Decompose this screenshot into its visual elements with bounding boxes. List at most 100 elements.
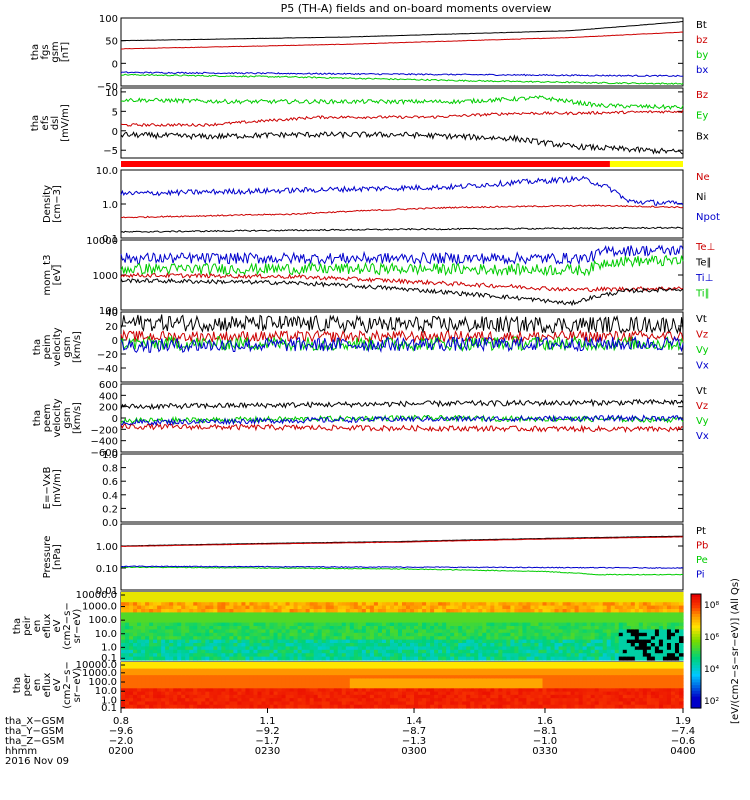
spectrogram-cell-spec_e: [281, 688, 287, 693]
spectrogram-cell-spec_e: [129, 704, 134, 709]
spectrogram-cell-spec_i: [333, 656, 339, 661]
spectrogram-cell-spec_i: [478, 639, 483, 644]
spectrogram-cell-spec_i: [462, 629, 467, 634]
spectrogram-cell-spec_i: [377, 609, 383, 613]
spectrogram-cell-spec_i: [502, 595, 507, 600]
spectrogram-cell-spec_e: [129, 665, 134, 670]
spectrogram-cell-spec_i: [450, 622, 455, 627]
spectrogram-cell-spec_i: [670, 656, 676, 661]
spectrogram-cell-spec_e: [498, 704, 503, 709]
spectrogram-cell-spec_e: [245, 698, 251, 703]
spectrogram-cell-spec_e: [550, 691, 556, 696]
spectrogram-cell-spec_i: [618, 605, 624, 610]
spectrogram-cell-spec_i: [161, 639, 166, 644]
spectrogram-cell-spec_i: [253, 653, 259, 658]
spectrogram-cell-spec_e: [157, 698, 162, 703]
spectrogram-cell-spec_e: [646, 675, 652, 680]
spectrogram-cell-spec_i: [674, 632, 680, 637]
spectrogram-cell-spec_e: [337, 665, 343, 670]
spectrogram-cell-spec_i: [137, 598, 142, 603]
spectrogram-cell-spec_i: [514, 639, 520, 644]
spectrogram-cell-spec_i: [361, 595, 367, 600]
spectrogram-cell-spec_i: [594, 615, 600, 620]
spectrogram-cell-spec_e: [674, 665, 680, 670]
spectrogram-cell-spec_e: [422, 678, 427, 683]
spectrogram-cell-spec_i: [245, 615, 251, 620]
spectrogram-cell-spec_i: [361, 598, 367, 603]
spectrogram-cell-spec_i: [510, 643, 515, 647]
spectrogram-cell-spec_e: [514, 704, 520, 709]
spectrogram-cell-spec_e: [325, 694, 331, 699]
spectrogram-cell-spec_i: [590, 605, 596, 610]
spectrogram-cell-spec_i: [598, 653, 604, 658]
spectrogram-cell-spec_i: [618, 629, 624, 634]
spectrogram-cell-spec_i: [161, 605, 166, 610]
spectrogram-cell-spec_e: [173, 701, 178, 706]
spectrogram-cell-spec_e: [666, 694, 672, 699]
spectrogram-cell-spec_i: [554, 605, 560, 610]
spectrogram-cell-spec_i: [305, 629, 311, 634]
spectrogram-cell-spec_e: [217, 691, 222, 696]
spectrogram-cell-spec_i: [365, 595, 371, 600]
spectrogram-cell-spec_i: [674, 595, 680, 600]
spectrogram-cell-spec_e: [586, 685, 592, 689]
spectrogram-cell-spec_e: [642, 694, 648, 699]
spectrogram-cell-spec_i: [221, 612, 226, 617]
spectrogram-cell-spec_i: [377, 626, 383, 630]
spectrogram-cell-spec_i: [209, 619, 214, 624]
spectrogram-cell-spec_i: [189, 653, 194, 658]
y-tick-label-ve: 200: [99, 403, 118, 414]
spectrogram-cell-spec_i: [470, 649, 475, 654]
spectrogram-cell-spec_i: [161, 622, 166, 627]
spectrogram-cell-spec_e: [494, 704, 499, 709]
spectrogram-cell-spec_i: [570, 639, 576, 644]
spectrogram-cell-spec_e: [269, 678, 275, 683]
spectrogram-cell-spec_e: [510, 701, 515, 706]
spectrogram-cell-spec_i: [418, 643, 423, 647]
spectrogram-cell-spec_i: [177, 643, 182, 647]
spectrogram-cell-spec_i: [337, 615, 343, 620]
spectrogram-cell-spec_e: [586, 688, 592, 693]
spectrogram-cell-spec_e: [602, 681, 608, 686]
spectrogram-cell-spec_i: [582, 619, 588, 624]
spectrogram-cell-spec_e: [454, 698, 459, 703]
spectrogram-cell-spec_i: [125, 592, 130, 596]
spectrogram-cell-spec_i: [478, 649, 483, 654]
spectrogram-cell-spec_e: [321, 675, 327, 680]
spectrogram-cell-spec_i: [598, 609, 604, 613]
spectrogram-cell-spec_e: [145, 668, 150, 673]
spectrogram-cell-spec_e: [329, 685, 335, 689]
spectrogram-cell-spec_e: [562, 665, 568, 670]
spectrogram-cell-spec_e: [446, 678, 451, 683]
spectrogram-cell-spec_e: [514, 691, 520, 696]
spectrogram-cell-spec_i: [402, 632, 407, 637]
spectrogram-cell-spec_e: [518, 665, 524, 670]
spectrogram-cell-spec_e: [145, 698, 150, 703]
spectrogram-cell-spec_i: [634, 609, 640, 613]
spectrogram-cell-spec_e: [341, 694, 347, 699]
spectrogram-cell-spec_i: [502, 636, 507, 641]
spectrogram-cell-spec_i: [642, 595, 648, 600]
spectrogram-cell-spec_e: [249, 678, 255, 683]
spectrogram-cell-spec_i: [365, 646, 371, 651]
spectrogram-cell-spec_i: [574, 615, 580, 620]
spectrogram-cell-spec_e: [357, 668, 363, 673]
spectrogram-cell-spec_e: [626, 668, 632, 673]
spectrogram-cell-spec_i: [670, 636, 676, 641]
spectrogram-cell-spec_e: [638, 694, 644, 699]
spectrogram-cell-spec_i: [285, 595, 291, 600]
spectrogram-cell-spec_e: [526, 701, 532, 706]
spectrogram-cell-spec_e: [630, 678, 636, 683]
spectrogram-cell-spec_i: [634, 605, 640, 610]
spectrogram-cell-spec_e: [181, 704, 186, 709]
spectrogram-cell-spec_i: [353, 598, 359, 603]
spectrogram-cell-spec_e: [518, 668, 524, 673]
spectrogram-cell-spec_i: [261, 598, 267, 603]
spectrogram-cell-spec_e: [305, 675, 311, 680]
spectrogram-cell-spec_i: [522, 615, 528, 620]
spectrogram-cell-spec_e: [606, 691, 612, 696]
spectrogram-cell-spec_e: [205, 704, 210, 709]
spectrogram-cell-spec_i: [325, 602, 331, 607]
spectrogram-cell-spec_i: [213, 629, 218, 634]
spectrogram-cell-spec_e: [454, 701, 459, 706]
